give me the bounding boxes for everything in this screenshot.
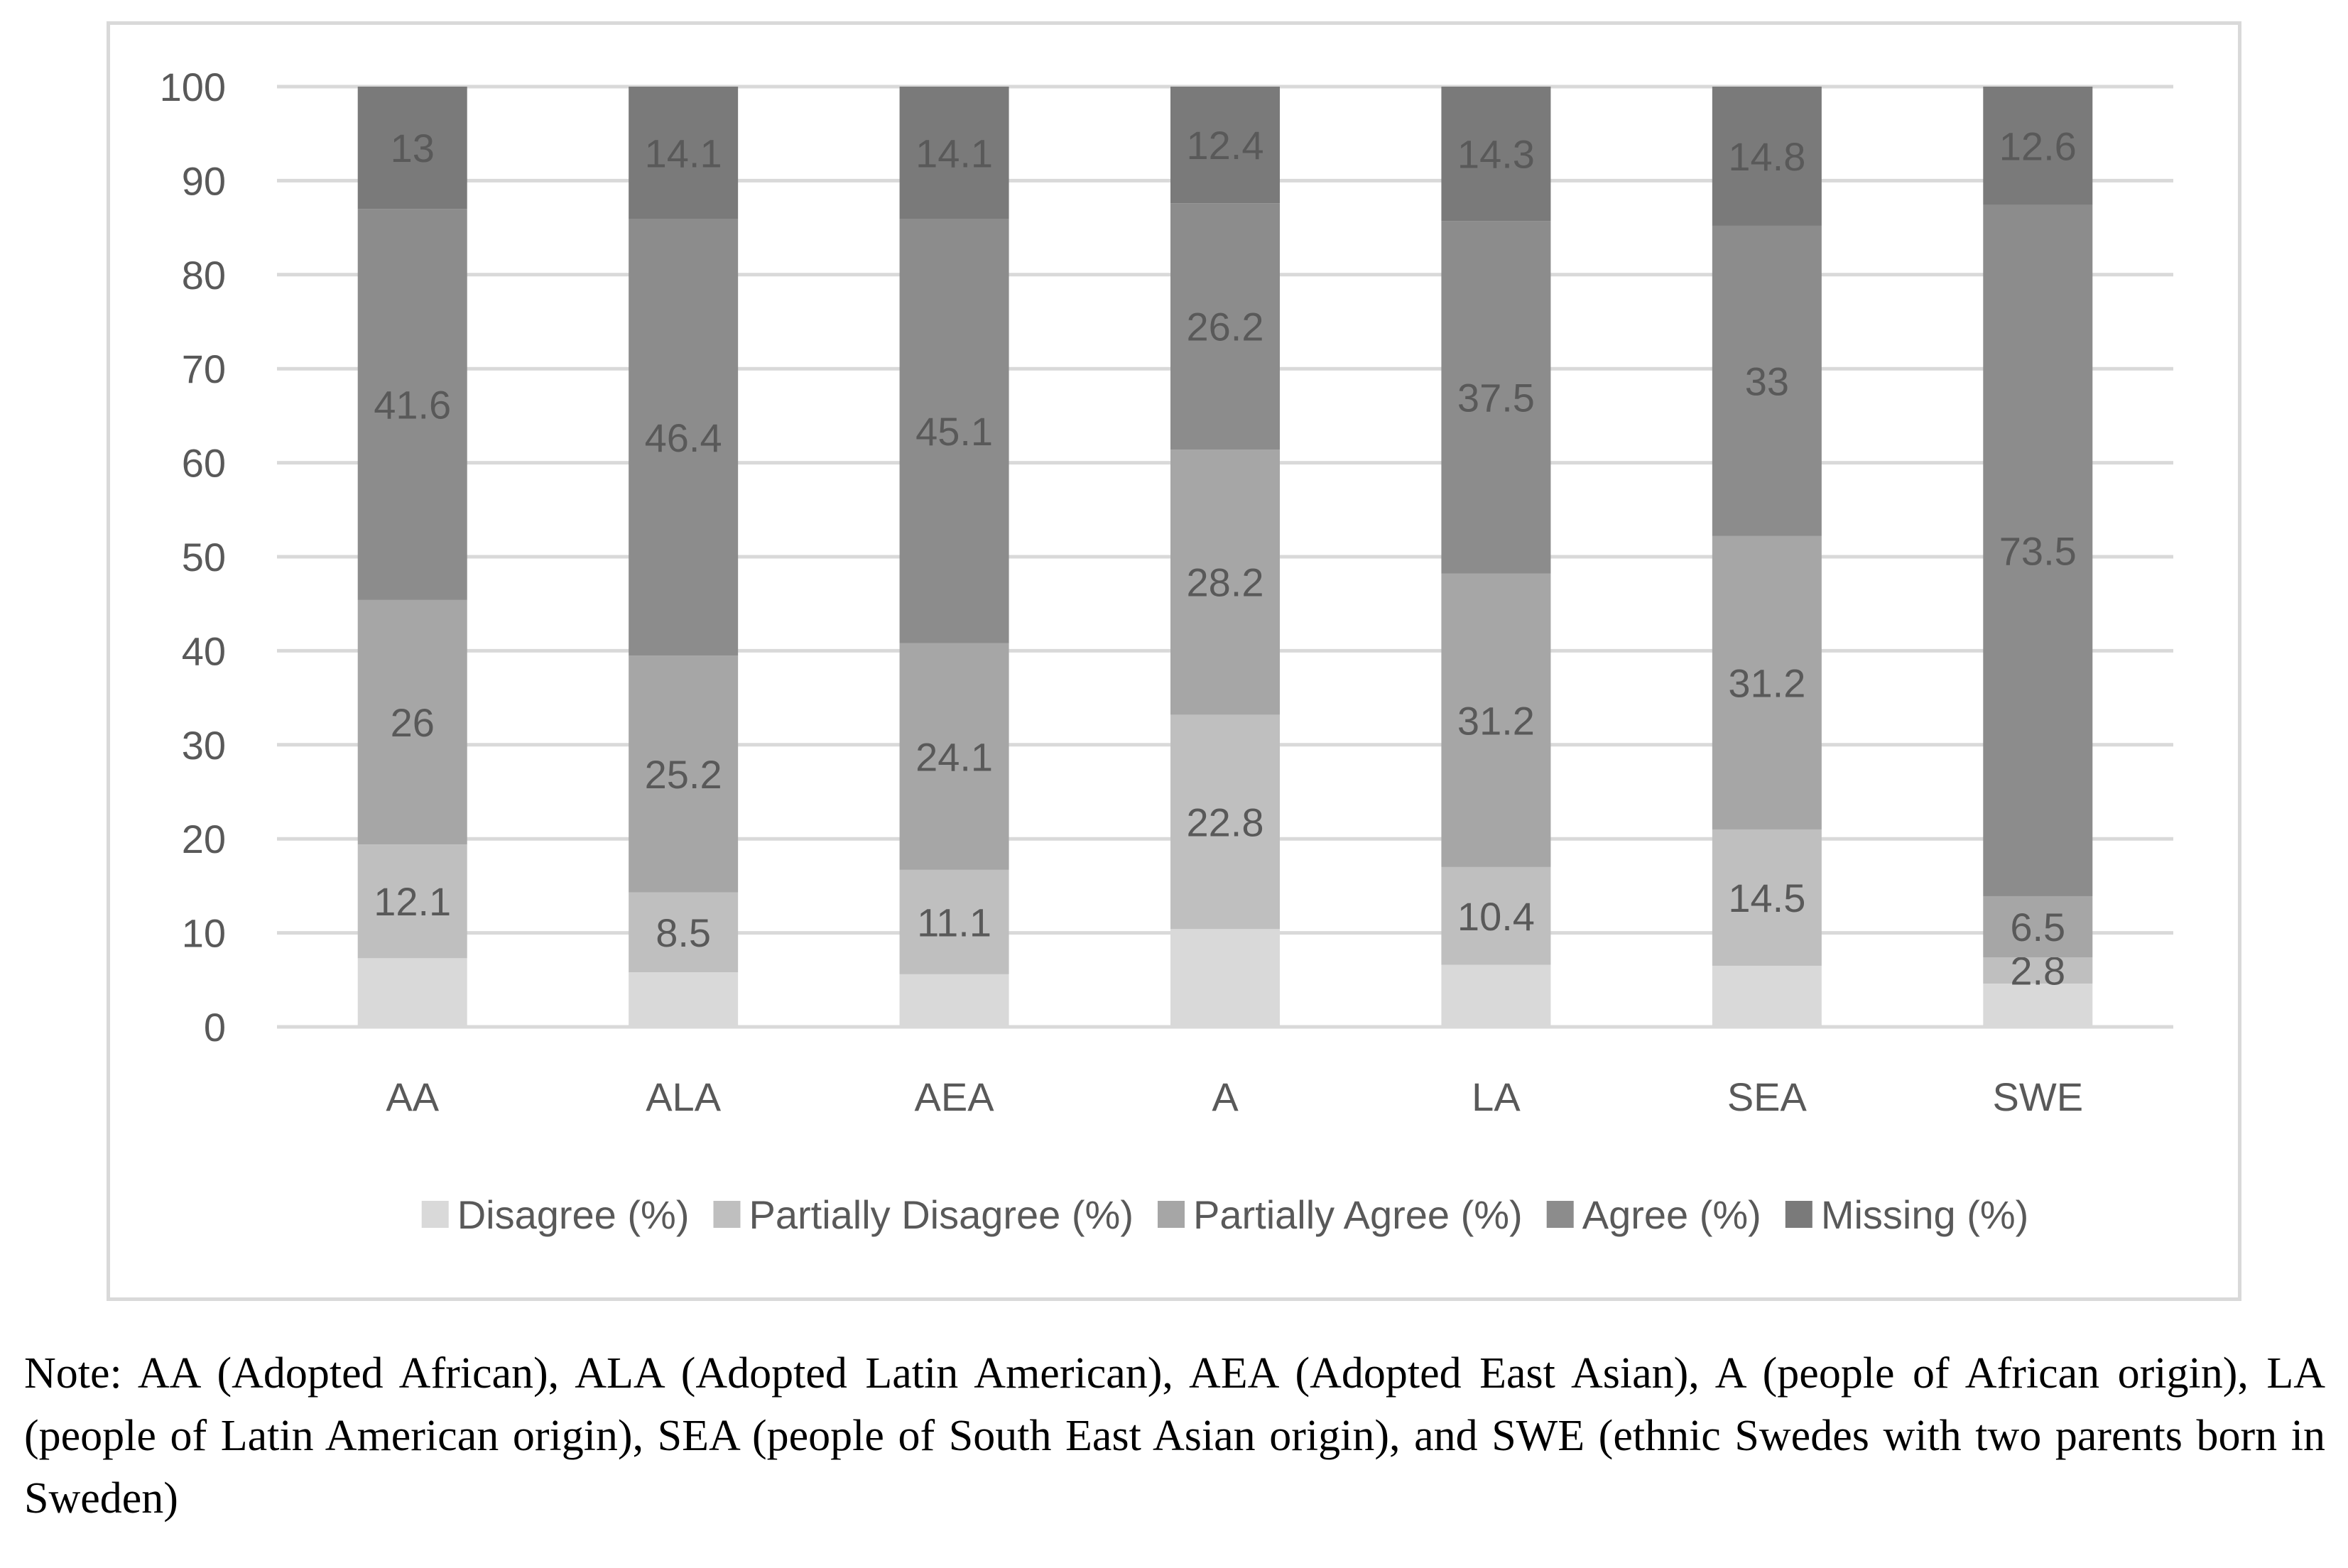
- bar-segment-a-3: [1170, 203, 1280, 450]
- bar-segment-sea-4: [1712, 87, 1822, 226]
- bar-segment-aea-0: [899, 974, 1009, 1027]
- legend-label: Missing (%): [1821, 1192, 2028, 1237]
- data-label: 37.5: [1457, 376, 1535, 420]
- y-tick-label: 10: [182, 911, 226, 956]
- y-tick-label: 30: [182, 723, 226, 768]
- bar-segment-la-1: [1441, 866, 1551, 965]
- bar-segment-aea-3: [899, 219, 1009, 643]
- data-label: 31.2: [1728, 660, 1805, 705]
- bar-segment-aea-2: [899, 643, 1009, 870]
- bar-segment-la-3: [1441, 221, 1551, 574]
- bar-segment-la-2: [1441, 573, 1551, 867]
- legend-label: Disagree (%): [457, 1192, 690, 1237]
- data-label: 25.2: [645, 752, 722, 797]
- bar-segment-ala-3: [629, 219, 739, 656]
- y-tick-label: 70: [182, 347, 226, 391]
- bar-segment-aea-4: [899, 87, 1009, 219]
- legend-label: Agree (%): [1582, 1192, 1761, 1237]
- data-label: 24.1: [915, 734, 993, 779]
- bar-segment-ala-2: [629, 655, 739, 893]
- bar-segment-a-2: [1170, 450, 1280, 715]
- data-label: 46.4: [645, 415, 722, 460]
- x-tick-label: AA: [386, 1074, 439, 1119]
- data-label: 11.1: [917, 900, 991, 944]
- legend-swatch-0: [421, 1201, 449, 1228]
- bar-segment-aa-2: [357, 599, 467, 845]
- bar-segment-aa-4: [357, 87, 467, 209]
- legend-label: Partially Disagree (%): [749, 1192, 1134, 1237]
- legend-swatch-1: [713, 1201, 741, 1228]
- bar-segment-sea-3: [1712, 225, 1822, 536]
- bar-segment-sea-0: [1712, 965, 1822, 1027]
- data-label: 13: [391, 126, 435, 170]
- bar-segment-ala-4: [629, 87, 739, 219]
- y-tick-label: 100: [160, 65, 226, 109]
- bar-segment-aea-1: [899, 869, 1009, 974]
- data-label: 6.5: [2010, 905, 2065, 949]
- legend-swatch-2: [1157, 1201, 1185, 1228]
- data-label: 14.3: [1457, 132, 1535, 177]
- data-label: 14.1: [645, 131, 722, 175]
- data-label: 33: [1745, 359, 1789, 403]
- data-label: 12.1: [374, 879, 451, 924]
- y-tick-label: 0: [204, 1005, 226, 1050]
- legend-swatch-4: [1785, 1201, 1812, 1228]
- bar-segment-a-0: [1170, 929, 1280, 1027]
- data-label: 12.6: [1999, 124, 2077, 168]
- bar-segment-aa-1: [357, 844, 467, 959]
- x-tick-label: A: [1212, 1074, 1239, 1119]
- bar-segment-aa-0: [357, 958, 467, 1027]
- legend-label: Partially Agree (%): [1193, 1192, 1523, 1237]
- data-label: 28.2: [1187, 560, 1264, 605]
- data-label: 45.1: [915, 409, 993, 454]
- bar-segment-swe-3: [1983, 205, 2093, 896]
- x-tick-label: LA: [1472, 1074, 1521, 1119]
- data-label: 22.8: [1187, 800, 1264, 844]
- bar-segment-a-4: [1170, 87, 1280, 204]
- bar-segment-sea-1: [1712, 829, 1822, 966]
- x-tick-label: SEA: [1727, 1074, 1808, 1119]
- bar-segment-swe-0: [1983, 984, 2093, 1027]
- bar-segment-aa-3: [357, 209, 467, 600]
- bar-segment-a-1: [1170, 714, 1280, 930]
- bar-segment-la-0: [1441, 964, 1551, 1027]
- bar-segment-ala-0: [629, 972, 739, 1027]
- data-label: 73.5: [1999, 528, 2077, 573]
- x-tick-label: AEA: [915, 1074, 995, 1119]
- data-label: 8.5: [656, 910, 711, 955]
- data-label: 10.4: [1457, 894, 1535, 939]
- bar-segment-la-4: [1441, 87, 1551, 222]
- data-label: 26: [391, 700, 435, 745]
- y-tick-label: 80: [182, 253, 226, 298]
- data-label: 14.8: [1728, 134, 1805, 179]
- legend-swatch-3: [1546, 1201, 1574, 1228]
- data-label: 31.2: [1457, 698, 1535, 743]
- x-tick-label: ALA: [646, 1074, 721, 1119]
- stacked-bar-chart: 0 10 20 30 40 50 60 70 80 90 100 12.1 26 41.6 13 AA 8.5 2…: [160, 65, 2173, 1237]
- y-tick-label: 50: [182, 535, 226, 579]
- figure-note: Note: AA (Adopted African), ALA (Adopted…: [24, 1349, 2325, 1523]
- data-label: 26.2: [1187, 305, 1264, 349]
- data-label: 41.6: [374, 383, 451, 428]
- data-label: 14.1: [915, 131, 993, 175]
- y-tick-label: 40: [182, 628, 226, 673]
- bar-segment-swe-1: [1983, 957, 2093, 984]
- y-tick-label: 60: [182, 441, 226, 486]
- x-tick-label: SWE: [1993, 1074, 2084, 1119]
- bar-segment-swe-4: [1983, 87, 2093, 205]
- y-tick-label: 90: [182, 158, 226, 203]
- bar-segment-sea-2: [1712, 535, 1822, 829]
- data-label: 12.4: [1187, 123, 1264, 168]
- bar-segment-swe-2: [1983, 895, 2093, 958]
- data-label: 14.5: [1728, 876, 1805, 920]
- bar-segment-ala-1: [629, 892, 739, 973]
- y-tick-label: 20: [182, 817, 226, 861]
